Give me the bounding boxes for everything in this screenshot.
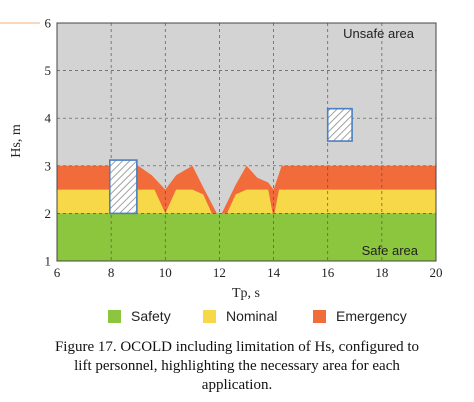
x-tick-label: 6 bbox=[54, 265, 61, 280]
area-safety bbox=[57, 213, 436, 261]
legend-item-emergency: Emergency bbox=[313, 306, 407, 326]
x-tick-label: 16 bbox=[321, 265, 335, 280]
y-tick-label: 1 bbox=[45, 254, 52, 269]
grid-layer bbox=[57, 23, 436, 261]
legend-label-emergency: Emergency bbox=[336, 308, 407, 324]
y-tick-label: 3 bbox=[45, 158, 52, 173]
legend-item-safety: Safety bbox=[108, 306, 171, 326]
plot-frame bbox=[56, 22, 437, 262]
x-tick-label: 12 bbox=[213, 265, 226, 280]
caption-line-3: application. bbox=[201, 377, 273, 393]
figure-caption: Figure 17. OCOLD including limitation of… bbox=[0, 338, 474, 395]
highlight-box-layer bbox=[108, 107, 353, 215]
caption-line-1: Figure 17. OCOLD including limitation of… bbox=[54, 339, 420, 355]
y-axis-label: Hs, m bbox=[9, 124, 24, 158]
legend-item-nominal: Nominal bbox=[203, 306, 277, 326]
highlight-box-2 bbox=[326, 107, 353, 142]
annotation-safe-area: Safe area bbox=[362, 243, 419, 258]
x-axis-label: Tp, s bbox=[232, 286, 260, 301]
chart-legend: Safety Nominal Emergency bbox=[0, 306, 474, 330]
legend-label-nominal: Nominal bbox=[226, 308, 278, 324]
legend-swatch-safety bbox=[108, 309, 121, 323]
legend-label-safety: Safety bbox=[131, 308, 171, 324]
legend-swatch-nominal bbox=[203, 309, 216, 323]
legend-swatch-emergency bbox=[313, 309, 326, 323]
y-tick-label: 6 bbox=[45, 16, 52, 31]
x-tick-label: 18 bbox=[375, 265, 388, 280]
area-layer bbox=[57, 165, 436, 261]
caption-line-2: lift personnel, highlighting the necessa… bbox=[74, 358, 400, 374]
x-tick-label: 20 bbox=[430, 265, 443, 280]
y-tick-label: 2 bbox=[45, 206, 52, 221]
y-tick-label: 4 bbox=[45, 111, 52, 126]
x-tick-label: 8 bbox=[108, 265, 115, 280]
x-tick-label: 14 bbox=[267, 265, 281, 280]
y-tick-label: 5 bbox=[45, 63, 52, 78]
x-tick-label: 10 bbox=[159, 265, 172, 280]
highlight-box-1 bbox=[108, 159, 138, 215]
annotation-unsafe-area: Unsafe area bbox=[343, 26, 415, 41]
